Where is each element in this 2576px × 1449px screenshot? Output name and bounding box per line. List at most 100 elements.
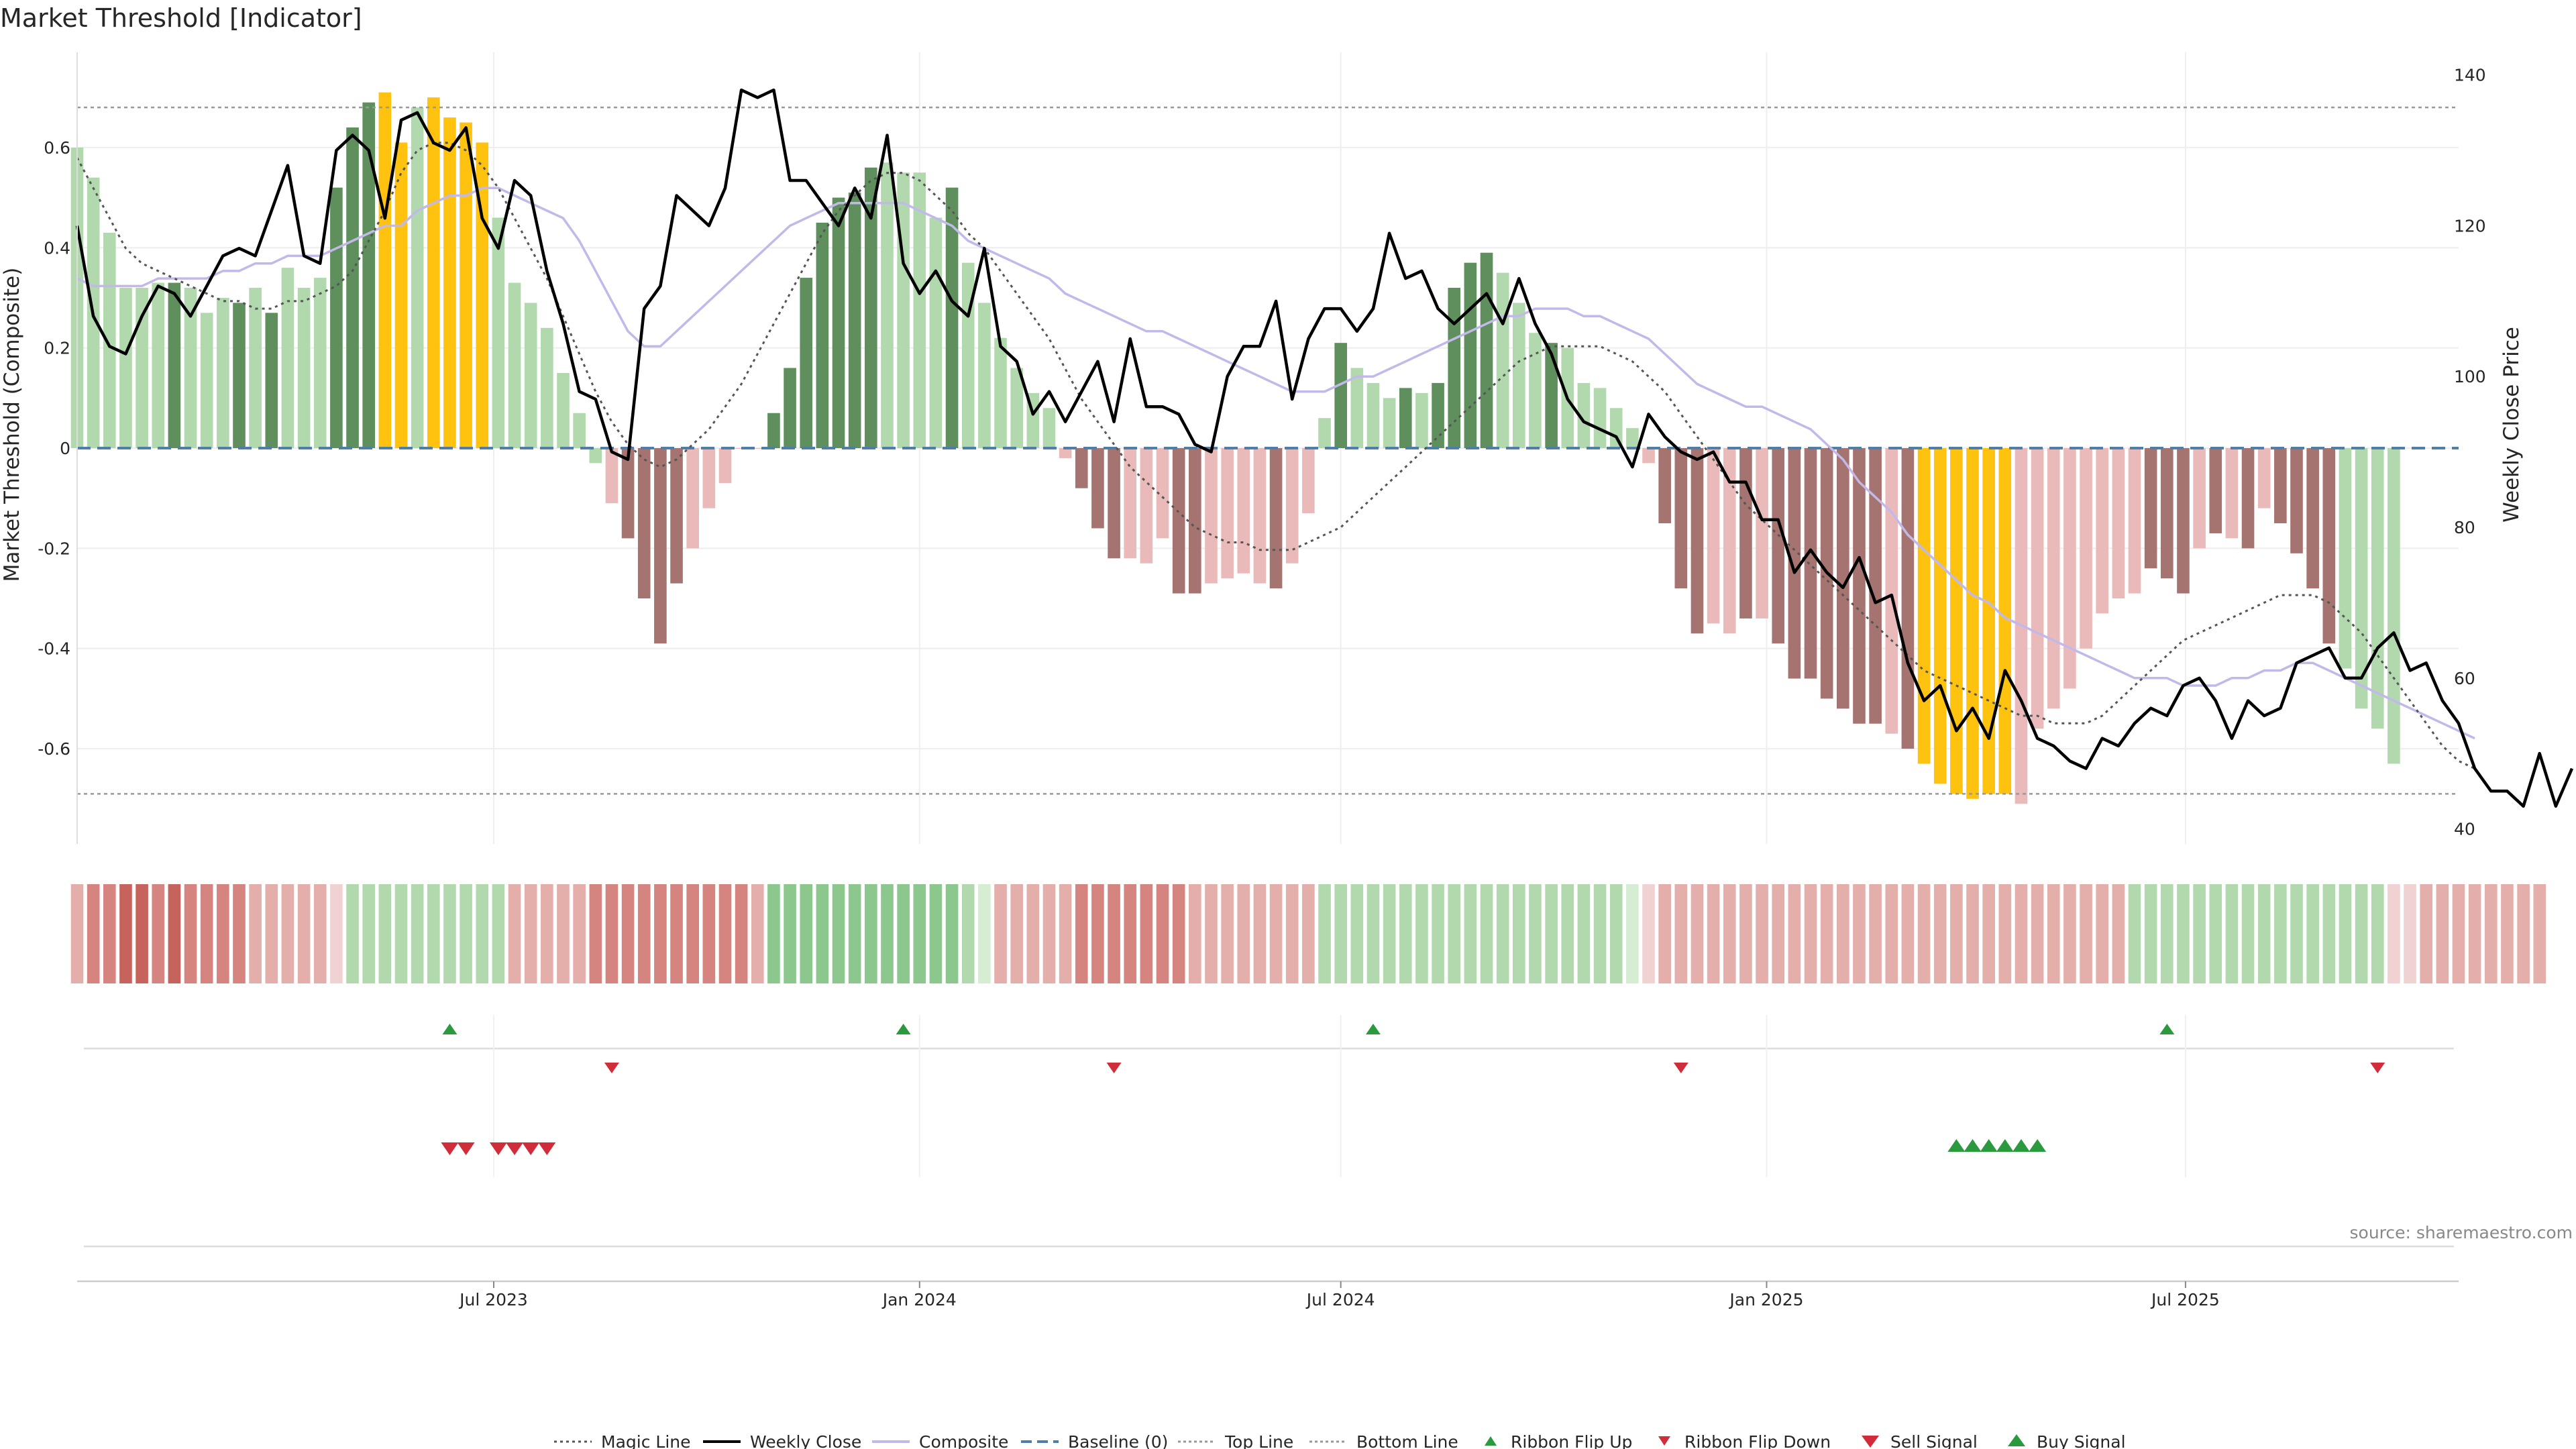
ribbon-cell [1609, 884, 1623, 983]
ribbon-cell [702, 884, 716, 983]
ribbon-cell [1739, 884, 1752, 983]
composite-bar [2306, 448, 2319, 589]
y-axis-right: 140 120 100 80 60 40 [2454, 66, 2486, 839]
composite-bar [913, 172, 926, 448]
buy-signal-marker [1947, 1139, 1966, 1152]
composite-bar [1124, 448, 1137, 559]
chart-title: Market Threshold [Indicator] [0, 3, 362, 33]
ribbon-cell [249, 884, 262, 983]
composite-bar [816, 222, 829, 448]
composite-bar [1609, 408, 1623, 448]
legend-item-bottom-line: Bottom Line [1309, 1432, 1458, 1449]
composite-bar [2096, 448, 2109, 614]
ribbon-cell [1933, 884, 1947, 983]
y2-tick-label: 140 [2454, 66, 2486, 85]
composite-bar [1901, 448, 1915, 749]
ribbon-cell [313, 884, 327, 983]
composite-bar [1448, 288, 1461, 448]
ribbon-cell [913, 884, 926, 983]
composite-bar [330, 187, 343, 448]
composite-bar [1772, 448, 1785, 644]
ribbon-cell [1124, 884, 1137, 983]
ribbon-cell [1108, 884, 1120, 983]
composite-bar [1075, 448, 1088, 488]
composite-bar [313, 278, 327, 448]
ribbon-cell [945, 884, 959, 983]
ribbon-cell [281, 884, 294, 983]
sell-signal-marker [441, 1142, 459, 1155]
composite-bar [378, 92, 392, 449]
composite-bar [1253, 448, 1267, 584]
ribbon-cell [136, 884, 148, 983]
composite-bar [1059, 448, 1072, 458]
ribbon-cell [1221, 884, 1234, 983]
ribbon-cell [2452, 884, 2465, 983]
ribbon-panel [70, 884, 2546, 983]
ribbon-cell [1318, 884, 1331, 983]
ribbon-cell [1998, 884, 2012, 983]
ribbon-cell [1545, 884, 1558, 983]
composite-bar [637, 448, 651, 599]
composite-bar [897, 172, 910, 448]
ribbon-cell [2371, 884, 2384, 983]
ribbon-cell [394, 884, 408, 983]
ribbon-cell [2225, 884, 2239, 983]
composite-bar [362, 102, 376, 449]
source-label: source: sharemaestro.com [2350, 1223, 2573, 1242]
composite-bar [1788, 448, 1801, 679]
ribbon-cell [217, 884, 229, 983]
composite-bar [249, 288, 262, 448]
ribbon-cell [1075, 884, 1088, 983]
legend-sell-signal-label: Sell Signal [1890, 1432, 1978, 1449]
ribbon-cell [168, 884, 181, 983]
composite-bar [1010, 368, 1023, 448]
ribbon-cell [1820, 884, 1833, 983]
ribbon-cell [476, 884, 489, 983]
ribbon-cell [2257, 884, 2271, 983]
ribbon-cell [1966, 884, 1979, 983]
ribbon-cell [784, 884, 796, 983]
ribbon-cell [1885, 884, 1898, 983]
bars-layer [70, 92, 2400, 804]
composite-bar [1998, 448, 2012, 794]
legend-ribbon-flip-down-icon [1658, 1436, 1670, 1446]
composite-bar [2144, 448, 2157, 569]
ribbon-cell [2274, 884, 2287, 983]
ribbon-cell [2468, 884, 2481, 983]
ribbon-cell [1950, 884, 1963, 983]
composite-bar [1966, 448, 1979, 799]
magic-line [76, 142, 2475, 769]
ribbon-cell [589, 884, 602, 983]
ribbon-cell [2436, 884, 2449, 983]
composite-bar [1432, 382, 1444, 448]
composite-bar [1221, 448, 1234, 579]
ribbon-cell [2484, 884, 2498, 983]
x-axis: Jul 2023 Jan 2024 Jul 2024 Jan 2025 Jul 2025 [77, 1280, 2459, 1309]
composite-bar [2080, 448, 2092, 649]
composite-bar [136, 288, 148, 448]
legend-item-composite: Composite [872, 1432, 1008, 1449]
y2-tick-label: 80 [2454, 518, 2475, 537]
signal-panel [84, 1139, 2454, 1248]
ribbon-cell [2241, 884, 2255, 983]
ribbon-cell [848, 884, 861, 983]
legend-item-magic-line: Magic Line [554, 1432, 691, 1449]
composite-bar [2257, 448, 2271, 508]
ribbon-cell [929, 884, 943, 983]
ribbon-cell [1674, 884, 1688, 983]
composite-bar [1042, 408, 1056, 448]
sell-signal-marker [538, 1142, 556, 1155]
ribbon-cell [1529, 884, 1542, 983]
ribbon-cell [1140, 884, 1153, 983]
y-tick-label: -0.6 [38, 739, 70, 759]
ribbon-cell [184, 884, 197, 983]
composite-bar [1464, 262, 1477, 448]
sell-signal-marker [489, 1142, 507, 1155]
composite-bar [1626, 428, 1639, 448]
composite-bar [929, 217, 943, 448]
ribbon-cell [605, 884, 619, 983]
legend-buy-signal-label: Buy Signal [2037, 1432, 2126, 1449]
legend: Magic Line Weekly Close Composite Baseli… [554, 1432, 2126, 1449]
ribbon-cell [2387, 884, 2400, 983]
sell-signal-marker [522, 1142, 540, 1155]
